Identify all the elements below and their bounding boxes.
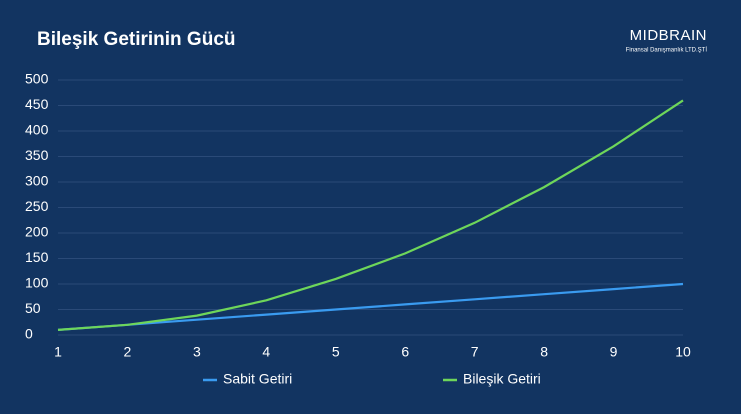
x-tick-label: 2 bbox=[124, 344, 132, 360]
x-tick-label: 6 bbox=[401, 344, 409, 360]
x-tick-label: 5 bbox=[332, 344, 340, 360]
y-tick-label: 400 bbox=[25, 122, 49, 138]
chart-title: Bileşik Getirinin Gücü bbox=[37, 29, 236, 50]
legend-label: Sabit Getiri bbox=[223, 371, 292, 387]
x-tick-label: 10 bbox=[675, 344, 691, 360]
series-line bbox=[57, 99, 684, 331]
y-tick-label: 350 bbox=[25, 147, 49, 163]
y-tick-label: 0 bbox=[25, 326, 33, 342]
y-tick-label: 150 bbox=[25, 249, 49, 265]
logo-name: MIDBRAIN bbox=[630, 27, 707, 44]
x-tick-label: 8 bbox=[540, 344, 548, 360]
x-tick-label: 4 bbox=[262, 344, 270, 360]
legend-label: Bileşik Getiri bbox=[463, 371, 541, 387]
y-tick-label: 50 bbox=[25, 300, 41, 316]
series-line bbox=[57, 282, 684, 331]
y-tick-label: 300 bbox=[25, 173, 49, 189]
y-tick-label: 200 bbox=[25, 224, 49, 240]
x-tick-label: 3 bbox=[193, 344, 201, 360]
x-tick-label: 1 bbox=[54, 344, 62, 360]
x-tick-label: 7 bbox=[471, 344, 479, 360]
y-tick-label: 100 bbox=[25, 275, 49, 291]
y-tick-label: 450 bbox=[25, 96, 49, 112]
y-tick-label: 250 bbox=[25, 198, 49, 214]
y-tick-label: 500 bbox=[25, 71, 49, 87]
x-tick-label: 9 bbox=[610, 344, 618, 360]
logo-tagline: Finansal Danışmanlık LTD.ŞTİ bbox=[626, 47, 708, 54]
